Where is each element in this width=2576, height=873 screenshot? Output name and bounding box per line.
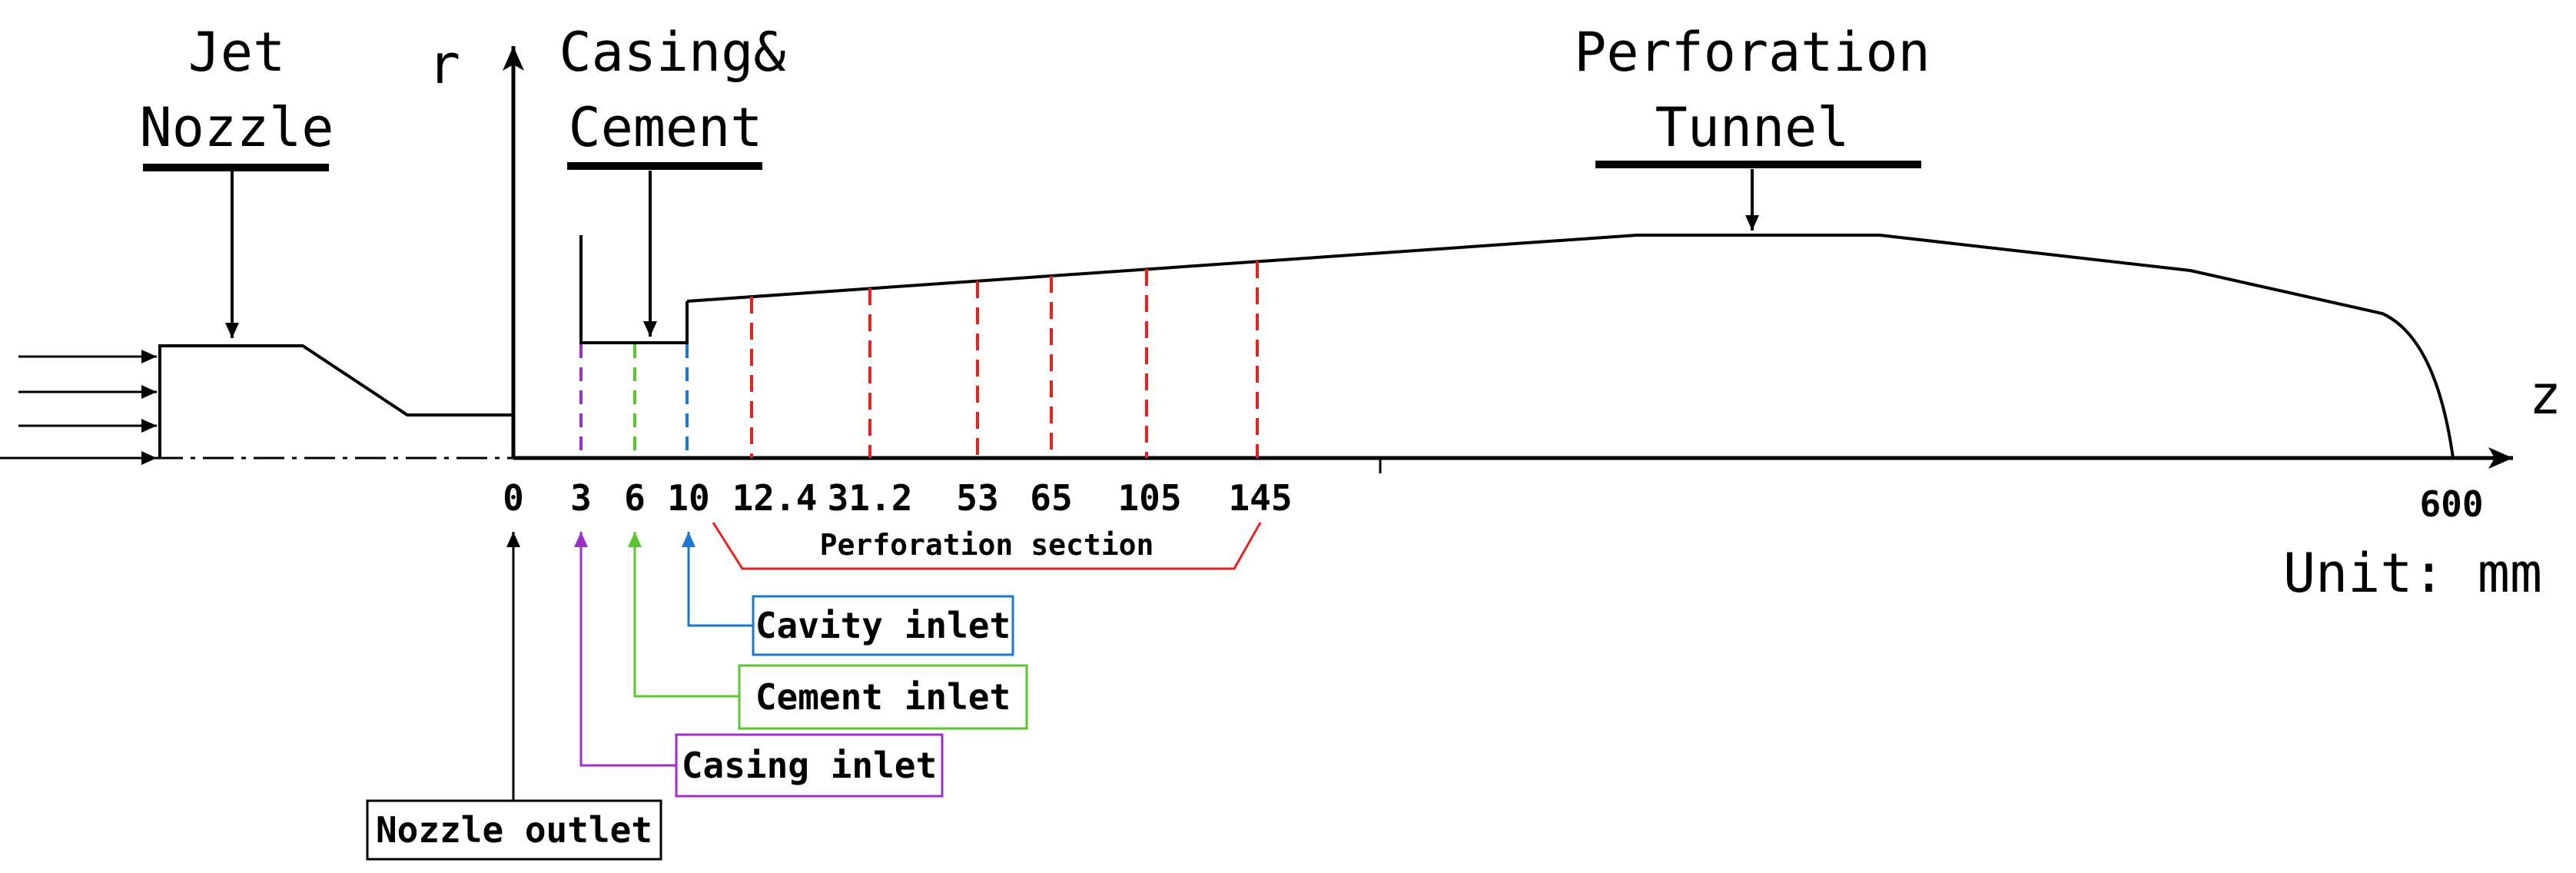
- perforation-section-lines: [750, 261, 1259, 458]
- nozzle-outlet-box: [366, 799, 662, 861]
- casing-inlet-box: [675, 733, 944, 798]
- cavity-inlet-connector: [682, 532, 753, 627]
- casing-cement-profile: [579, 235, 689, 344]
- nozzle-outlet-label: Nozzle outlet: [376, 809, 652, 851]
- cement-inlet-label: Cement inlet: [755, 676, 1011, 718]
- casing-cement-label-line1: Casing&: [559, 21, 785, 84]
- tick-label: 53: [956, 477, 998, 519]
- casing-cement-label-line2: Cement: [569, 96, 763, 159]
- casing-inlet-connector: [574, 532, 676, 767]
- tick-label: 105: [1117, 477, 1181, 519]
- tick-label: 600: [2419, 483, 2483, 525]
- tick-label: 65: [1030, 477, 1072, 519]
- tick-label: 145: [1228, 477, 1292, 519]
- perforation-tunnel-profile: [686, 234, 2455, 459]
- perforation-tunnel-label-line1: Perforation: [1574, 21, 1930, 84]
- casing-inlet-callout: Casing inlet: [675, 733, 944, 798]
- jet-nozzle-profile: [158, 344, 513, 458]
- cement-inlet-box: [738, 664, 1028, 730]
- unit-label: Unit: mm: [2283, 542, 2542, 605]
- cavity-inlet-box: [752, 595, 1014, 656]
- cement-inlet-connector: [628, 532, 739, 698]
- tick-label: 3: [570, 477, 592, 519]
- casing-inlet-label: Casing inlet: [682, 745, 937, 786]
- tick-label: 31.2: [828, 477, 913, 519]
- z-axis-label: z: [2529, 363, 2561, 427]
- z-axis-tick-labels: 0 3 6 10 12.4 31.2 53 65 105 145 600: [503, 477, 2483, 525]
- tick-label: 12.4: [732, 477, 818, 519]
- inflow-arrows: [18, 350, 157, 465]
- cavity-inlet-label: Cavity inlet: [755, 605, 1011, 646]
- jet-nozzle-label-line1: Jet: [188, 21, 285, 84]
- perforation-section-label: Perforation section: [820, 528, 1154, 562]
- cavity-inlet-callout: Cavity inlet: [752, 595, 1014, 656]
- cement-inlet-callout: Cement inlet: [738, 664, 1028, 730]
- jet-nozzle-label-line2: Nozzle: [140, 96, 334, 159]
- perforation-tunnel-label-line2: Tunnel: [1655, 96, 1850, 159]
- nozzle-outlet-callout: Nozzle outlet: [366, 799, 662, 861]
- perforation-section-bracket: [712, 522, 1262, 570]
- r-axis-label: r: [428, 33, 460, 96]
- tick-label: 10: [667, 477, 709, 519]
- tick-label: 0: [503, 477, 524, 519]
- tick-label: 6: [624, 477, 646, 519]
